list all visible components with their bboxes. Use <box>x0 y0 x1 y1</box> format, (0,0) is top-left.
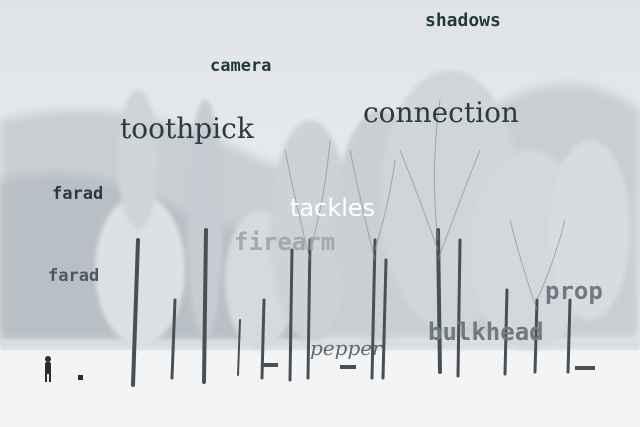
word-farad-1: farad <box>52 184 104 204</box>
tree-trunks <box>131 228 572 387</box>
word-pepper: pepper <box>310 336 382 360</box>
word-prop: prop <box>545 277 603 305</box>
word-bulkhead: bulkhead <box>428 318 544 346</box>
bench <box>340 365 356 369</box>
word-connection: connection <box>363 96 519 129</box>
word-farad-2: farad <box>48 266 100 286</box>
dog <box>78 375 83 380</box>
word-firearm: firearm <box>234 228 336 256</box>
person-walking <box>45 356 51 382</box>
word-tackles: tackles <box>290 194 376 222</box>
word-camera: camera <box>210 56 272 76</box>
word-toothpick: toothpick <box>120 112 254 145</box>
bench <box>262 363 278 367</box>
word-shadows: shadows <box>425 10 501 31</box>
snow-field <box>0 345 640 427</box>
bench <box>575 366 595 370</box>
